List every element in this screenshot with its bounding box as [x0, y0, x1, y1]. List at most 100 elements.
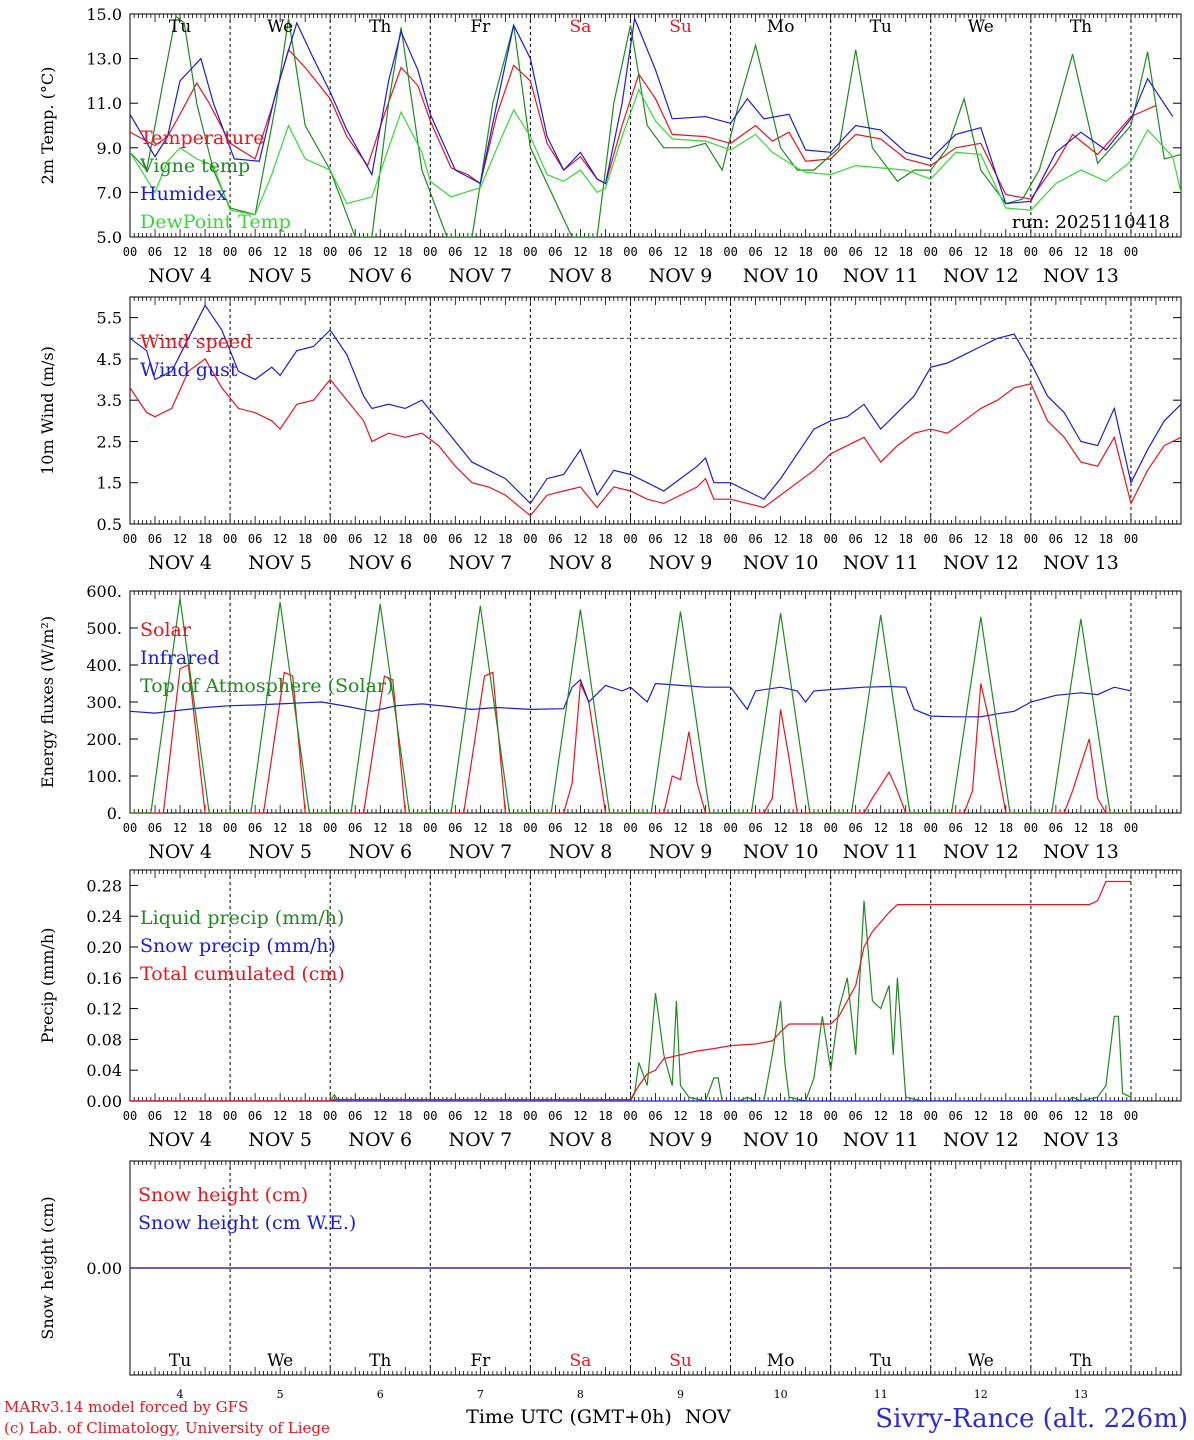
day-name-bottom: Su	[669, 1351, 692, 1371]
series-group-precip	[130, 880, 1132, 1101]
hour-label: 00	[423, 1109, 437, 1123]
y-tick-label-precip: 0.24	[86, 907, 122, 926]
hour-label: 06	[548, 245, 562, 259]
day-number: 6	[377, 1388, 384, 1401]
hour-label: 06	[148, 245, 162, 259]
hour-label: 18	[899, 532, 913, 546]
hour-label: 18	[999, 245, 1013, 259]
day-number: 8	[577, 1388, 584, 1401]
y-tick-label-temp: 13.0	[86, 50, 122, 69]
hour-label: 18	[298, 1109, 312, 1123]
hour-label: 06	[848, 821, 862, 835]
day-name-top: Th	[1070, 17, 1092, 37]
hour-label: 00	[523, 1109, 537, 1123]
day-name-top: We	[968, 17, 994, 37]
hour-label: 18	[498, 1109, 512, 1123]
hour-label: 06	[848, 245, 862, 259]
hour-label: 12	[1074, 532, 1088, 546]
panel-frame-wind	[129, 296, 1182, 525]
date-label: NOV 10	[743, 1129, 819, 1151]
y-tick-label-wind: 5.5	[97, 309, 122, 328]
y-tick-label-precip: 0.28	[86, 876, 122, 895]
day-number: 5	[277, 1388, 284, 1401]
hour-label: 18	[198, 821, 212, 835]
hour-label: 06	[748, 532, 762, 546]
date-label: NOV 10	[743, 265, 819, 287]
y-tick-label-wind: 0.5	[97, 515, 122, 534]
run-annotation: run: 2025110418	[1012, 212, 1170, 233]
day-number: 12	[974, 1388, 988, 1401]
day-number: 7	[477, 1388, 484, 1401]
hour-label: 06	[648, 1109, 662, 1123]
date-label: NOV 9	[649, 1129, 713, 1151]
hour-label: 18	[999, 821, 1013, 835]
legend-entry: Snow precip (mm/h)	[140, 935, 336, 957]
hour-label: 06	[748, 821, 762, 835]
hour-label: 18	[1099, 821, 1113, 835]
hour-label: 18	[298, 532, 312, 546]
date-label: NOV 8	[549, 841, 613, 863]
hour-label: 18	[798, 1109, 812, 1123]
date-label: NOV 11	[843, 265, 919, 287]
hour-label: 12	[673, 532, 687, 546]
hour-label: 00	[223, 821, 237, 835]
hour-label: 12	[974, 532, 988, 546]
day-name-top: Fr	[470, 17, 491, 37]
hour-label: 00	[123, 1109, 137, 1123]
hour-label: 00	[823, 821, 837, 835]
legend-entry: Humidex	[140, 183, 227, 205]
hour-label: 12	[573, 1109, 587, 1123]
hour-label: 18	[999, 1109, 1013, 1123]
hour-label: 18	[698, 245, 712, 259]
hour-label: 06	[248, 245, 262, 259]
hour-label: 18	[899, 1109, 913, 1123]
legend-entry: Infrared	[140, 647, 220, 669]
series-line-wind-speed	[130, 358, 1181, 517]
hour-label: 12	[273, 532, 287, 546]
hour-label: 12	[173, 821, 187, 835]
hour-label: 00	[1024, 821, 1038, 835]
hour-label: 18	[899, 245, 913, 259]
y-tick-label-energy: 500.	[86, 619, 122, 638]
legend-entry: Snow height (cm)	[138, 1184, 308, 1206]
hour-label: 12	[974, 1109, 988, 1123]
y-axis-label-temp: 2m Temp. (°C)	[38, 67, 57, 185]
y-tick-label-energy: 400.	[86, 656, 122, 675]
date-label: NOV 5	[248, 1129, 312, 1151]
series-line-temperature	[130, 48, 1157, 200]
hour-label: 06	[748, 245, 762, 259]
hour-label: 06	[548, 1109, 562, 1123]
hour-label: 12	[573, 245, 587, 259]
hour-label: 06	[348, 245, 362, 259]
hour-label: 12	[873, 821, 887, 835]
y-tick-label-energy: 200.	[86, 730, 122, 749]
panel-frame-temp	[129, 13, 1182, 238]
hour-label: 00	[323, 245, 337, 259]
hour-label: 06	[348, 1109, 362, 1123]
day-name-bottom: Th	[369, 1351, 391, 1371]
hour-label: 00	[323, 821, 337, 835]
hour-label: 06	[348, 821, 362, 835]
date-label: NOV 9	[649, 265, 713, 287]
day-number: 11	[874, 1388, 888, 1401]
hour-label: 00	[823, 532, 837, 546]
series-line-humidex	[130, 16, 1174, 205]
y-tick-label-precip: 0.08	[86, 1030, 122, 1049]
hour-label: 12	[573, 532, 587, 546]
hour-label: 00	[1024, 245, 1038, 259]
hour-label: 00	[823, 245, 837, 259]
hour-label: 00	[623, 1109, 637, 1123]
date-label: NOV 11	[843, 552, 919, 574]
day-name-bottom: Fr	[470, 1351, 491, 1371]
day-number: 13	[1074, 1388, 1088, 1401]
hour-label: 12	[873, 1109, 887, 1123]
hour-label: 06	[949, 245, 963, 259]
y-tick-label-precip: 0.00	[86, 1092, 122, 1111]
hour-label: 12	[773, 532, 787, 546]
hour-label: 12	[1074, 1109, 1088, 1123]
hour-label: 18	[598, 1109, 612, 1123]
hour-label: 18	[1099, 1109, 1113, 1123]
hour-label: 00	[823, 1109, 837, 1123]
legend-entry: Solar	[140, 619, 192, 641]
y-tick-label-energy: 0.	[107, 804, 122, 823]
